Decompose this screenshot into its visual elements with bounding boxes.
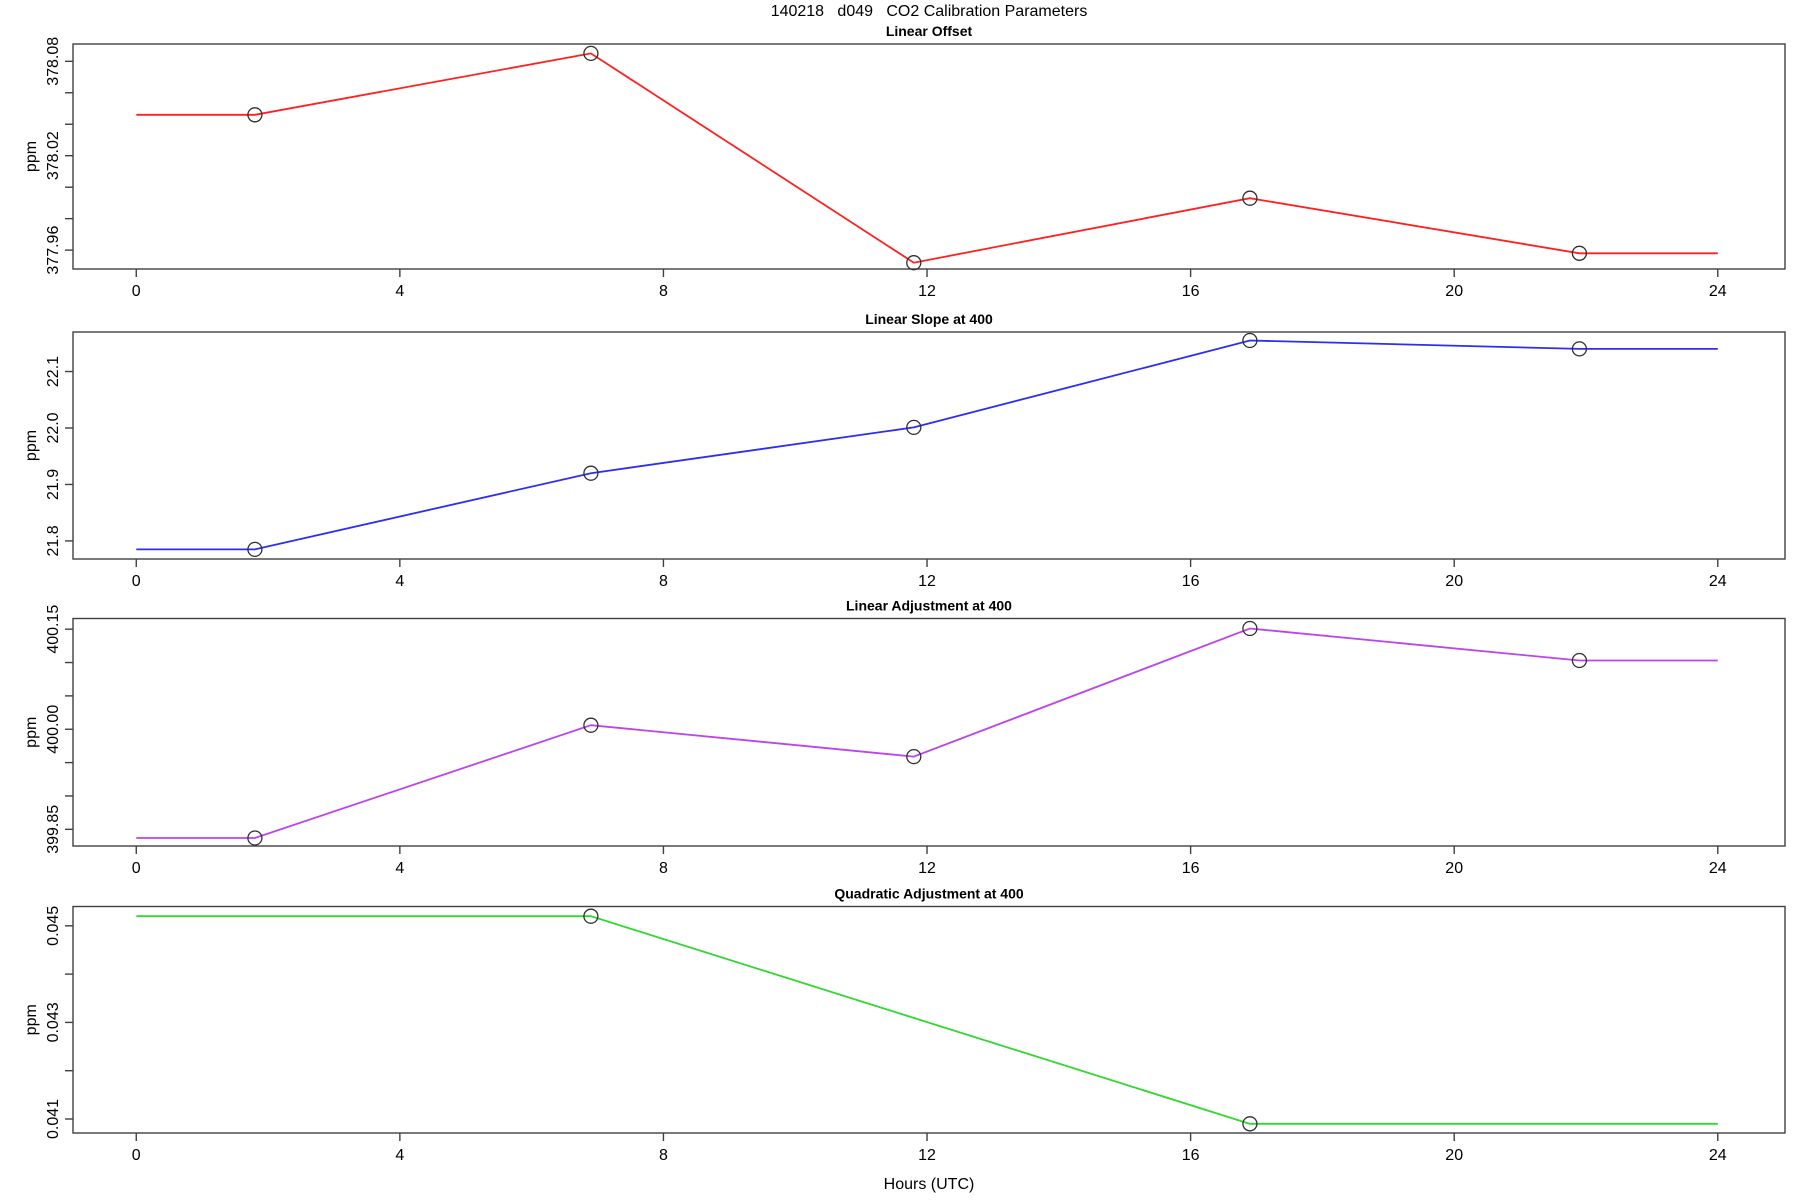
data-point-marker [906,748,922,765]
x-tick-label: 4 [395,860,404,877]
plot-border [72,43,1786,270]
data-point-marker [1571,341,1588,357]
y-tick-label: 21.8 [45,525,62,556]
y-tick-label: 22.1 [45,356,62,387]
panel-quadratic-adjustment-at-400: Quadratic Adjustment at 400 0.041 0.043 0.0… [23,886,1786,1164]
x-tick-label: 20 [1445,1147,1463,1164]
data-line [136,52,1718,264]
x-tick-label: 20 [1445,860,1463,877]
x-tick-label: 8 [659,283,668,300]
x-tick-label: 24 [1709,1147,1727,1164]
data-point-marker [906,419,922,436]
figure-title: 140218 d049 CO2 Calibration Parameters [770,3,1088,20]
data-point-marker [1242,332,1258,349]
y-tick-label: 0.045 [45,906,62,946]
x-tick-label: 12 [918,283,936,300]
x-tick-label: 12 [918,573,936,590]
data-point-marker [1242,190,1258,206]
x-tick-label: 24 [1709,573,1727,590]
data-point-marker [906,255,922,271]
y-tick-label: 400.00 [45,705,62,754]
panel-linear-offset: Linear Offset 377.96 378.02 378.08 ppm 0 4 8 12 1… [23,23,1786,300]
data-line [136,339,1718,551]
y-tick-label: 378.08 [45,37,62,86]
y-tick-label: 377.96 [45,226,62,275]
x-tick-label: 0 [132,283,141,300]
y-tick-label: 378.02 [45,131,62,180]
x-tick-label: 20 [1445,573,1463,590]
data-point-marker [1571,245,1588,261]
y-axis-unit-label: ppm [23,1004,40,1035]
x-tick-label: 4 [395,283,404,300]
panel-linear-slope-at-400: Linear Slope at 400 21.8 21.9 22.0 22.1 ppm 0 4… [23,311,1786,590]
y-tick-label: 21.9 [45,469,62,500]
data-point-marker [247,541,263,558]
x-tick-label: 16 [1182,1147,1200,1164]
panel-title: Linear Adjustment at 400 [846,598,1012,614]
data-line [136,627,1718,839]
x-tick-label: 0 [132,860,141,877]
data-point-marker [1242,1116,1258,1132]
data-point-marker [247,107,263,123]
x-tick-label: 16 [1182,860,1200,877]
x-axis-label: Hours (UTC) [883,1176,975,1193]
plot-border [72,331,1786,560]
data-point-marker [583,45,599,62]
panel-title: Linear Slope at 400 [865,311,993,327]
x-tick-label: 8 [659,1147,668,1164]
data-point-marker [583,717,599,733]
data-line [136,915,1718,1125]
y-axis-unit-label: ppm [23,141,40,172]
y-axis-unit-label: ppm [23,717,40,748]
data-point-marker [1242,620,1258,637]
y-tick-label: 400.15 [45,605,62,654]
x-tick-label: 0 [132,573,141,590]
y-tick-label: 0.043 [45,1002,62,1042]
x-tick-label: 16 [1182,573,1200,590]
x-tick-label: 4 [395,1147,404,1164]
x-tick-label: 24 [1709,860,1727,877]
plot-border [72,905,1786,1134]
x-tick-label: 12 [918,1147,936,1164]
x-tick-label: 24 [1709,283,1727,300]
x-tick-label: 12 [918,860,936,877]
data-point-marker [1571,652,1588,669]
x-tick-label: 20 [1445,283,1463,300]
y-axis-unit-label: ppm [23,430,40,461]
panel-title: Quadratic Adjustment at 400 [834,886,1024,902]
y-tick-label: 22.0 [45,412,62,443]
panel-linear-adjustment-at-400: Linear Adjustment at 400 399.85 400.00 400.… [23,598,1786,877]
x-tick-label: 4 [395,573,404,590]
x-tick-label: 0 [132,1147,141,1164]
y-tick-label: 0.041 [45,1099,62,1139]
x-tick-label: 8 [659,573,668,590]
panel-title: Linear Offset [886,23,973,39]
data-point-marker [583,465,599,481]
data-point-marker [247,830,263,846]
data-point-marker [583,908,599,924]
y-tick-label: 399.85 [45,805,62,854]
plot-border [72,617,1786,847]
x-tick-label: 16 [1182,283,1200,300]
x-tick-label: 8 [659,860,668,877]
